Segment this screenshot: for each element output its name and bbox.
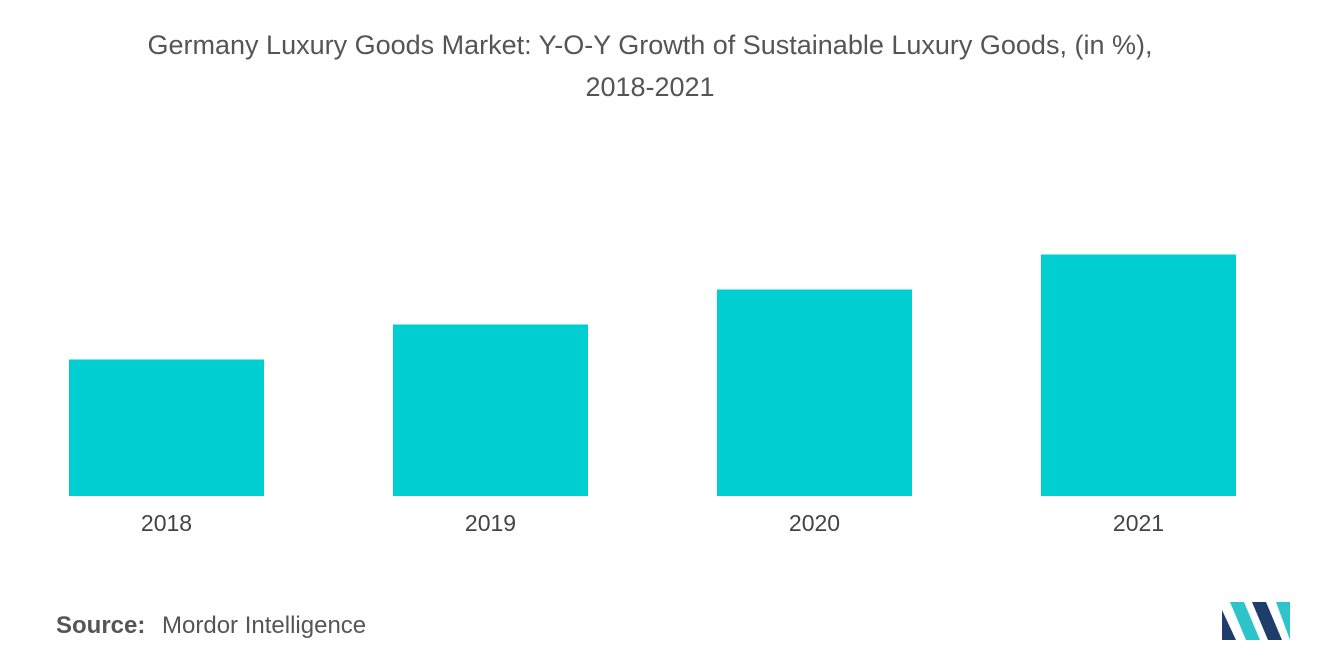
bar-2021	[1041, 254, 1236, 496]
x-tick-label-2020: 2020	[789, 510, 840, 536]
x-tick-label-2021: 2021	[1113, 510, 1164, 536]
x-axis-labels: 2018 2019 2020 2021	[141, 510, 1164, 536]
bar-group	[69, 254, 1236, 496]
mordor-intelligence-logo-icon	[1222, 602, 1290, 640]
chart-title-line-1: Germany Luxury Goods Market: Y-O-Y Growt…	[147, 30, 1153, 60]
bar-2018	[69, 359, 264, 496]
chart-title: Germany Luxury Goods Market: Y-O-Y Growt…	[40, 24, 1260, 108]
x-tick-label-2018: 2018	[141, 510, 192, 536]
bar-2020	[717, 289, 912, 496]
bar-2019	[393, 324, 588, 496]
source-label: Source:	[56, 612, 146, 639]
chart-title-line-2: 2018-2021	[585, 72, 715, 102]
source-note: Source: Mordor Intelligence	[56, 612, 366, 640]
source-text: Mordor Intelligence	[162, 612, 367, 639]
x-tick-label-2019: 2019	[465, 510, 516, 536]
